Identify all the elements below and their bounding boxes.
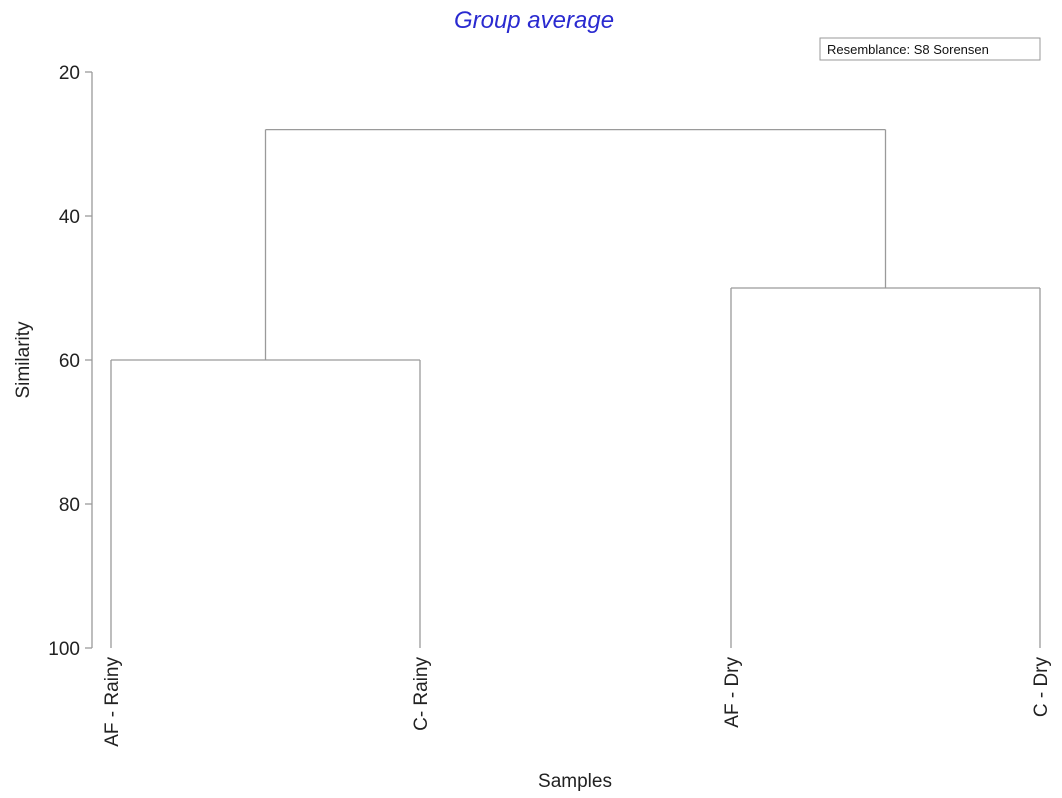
y-tick-label: 80 (59, 495, 80, 516)
y-tick-label: 60 (59, 351, 80, 372)
y-axis-title: Similarity (13, 321, 34, 399)
leaf-label: C- Rainy (411, 657, 432, 731)
y-tick-label: 40 (59, 207, 80, 228)
legend-box: Resemblance: S8 Sorensen (819, 37, 1041, 61)
y-tick-label: 100 (48, 639, 80, 660)
x-axis-title: Samples (538, 771, 612, 792)
leaf-label: AF - Dry (722, 657, 743, 728)
leaf-label: AF - Rainy (102, 657, 123, 747)
leaf-labels: AF - Rainy C- Rainy AF - Dry C - Dry (102, 657, 1052, 747)
legend-frame (819, 37, 1041, 61)
leaf-label: C - Dry (1031, 657, 1052, 718)
legend-text: Resemblance: S8 Sorensen (827, 42, 989, 57)
chart-title: Group average (454, 7, 614, 34)
dendrogram-branches (110, 128, 1041, 648)
y-axis-ticks: 20 40 60 80 100 (48, 63, 92, 660)
y-tick-label: 20 (59, 63, 80, 84)
